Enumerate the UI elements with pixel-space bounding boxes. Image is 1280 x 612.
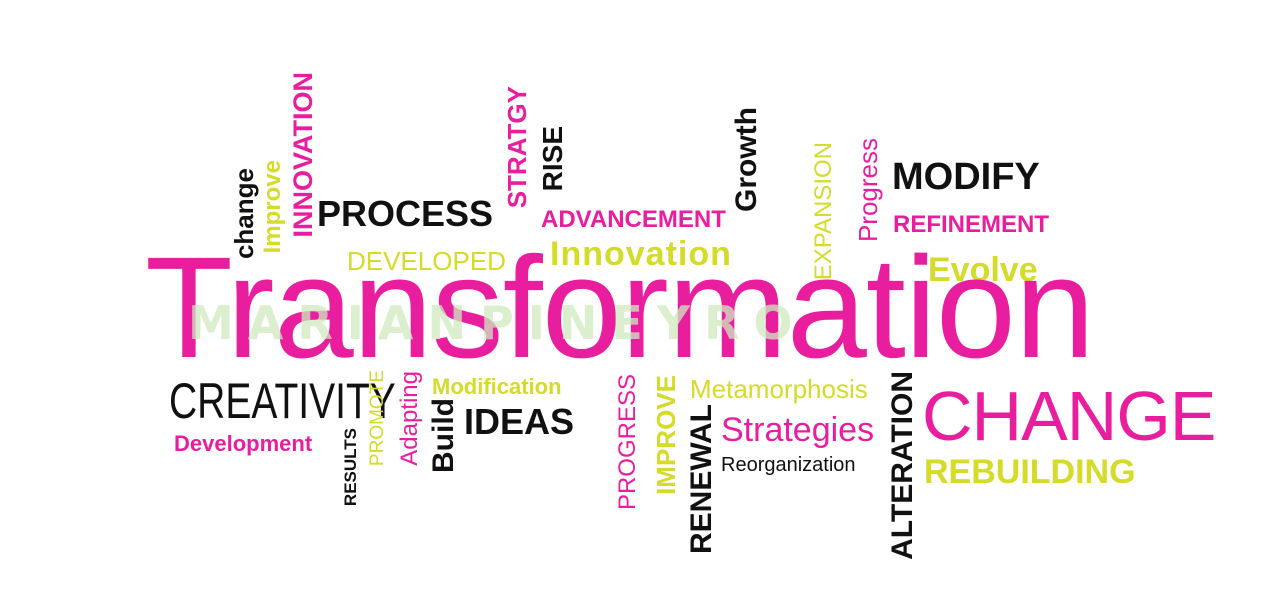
word-stratgy: STRATGY [502,86,532,209]
word-strategies: Strategies [721,411,875,449]
word-modify: MODIFY [892,156,1040,198]
word-rebuilding: REBUILDING [924,453,1136,491]
word-growth: Growth [730,107,763,212]
word-process: PROCESS [317,193,494,234]
word-refinement: REFINEMENT [893,211,1049,238]
word-evolve: Evolve [928,251,1038,289]
word-adapting: Adapting [396,371,423,466]
word-development: Development [174,431,313,456]
word-metamorphosis: Metamorphosis [690,374,868,404]
word-improve-upper: IMPROVE [651,375,681,495]
word-build: Build [427,398,460,473]
word-alteration: ALTERATION [886,371,919,560]
word-modification: Modification [432,374,562,399]
word-promote: PROMOTE [367,370,388,467]
word-innovation-vertical: INNOVATION [288,72,318,238]
word-creativity: CREATIVITY [169,373,396,429]
word-developed: DEVELOPED [347,246,506,276]
watermark-text: MARIANPINEYRO [188,296,807,350]
word-innovation: Innovation [550,235,732,273]
word-renewal: RENEWAL [685,404,718,554]
word-rise: RISE [537,126,568,192]
word-advancement: ADVANCEMENT [541,206,726,233]
word-progress-upper: PROGRESS [614,374,641,511]
word-reorganization: Reorganization [721,454,856,476]
word-transformation: Transformation [145,227,1095,388]
word-ideas: IDEAS [464,401,575,442]
word-change-upper: CHANGE [922,377,1216,455]
word-results: RESULTS [341,428,360,507]
